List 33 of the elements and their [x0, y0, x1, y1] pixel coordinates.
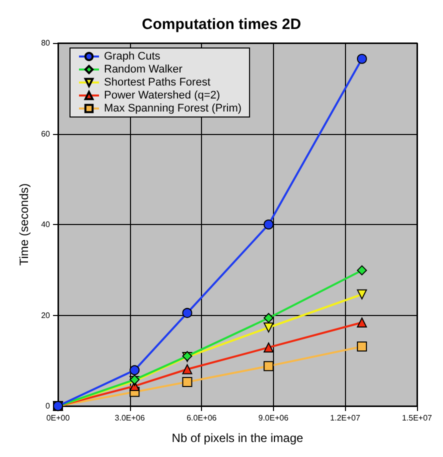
y-tick-label: 40: [41, 220, 51, 229]
x-tick-label: 1.5E+07: [402, 414, 433, 422]
y-axis-title: Time (seconds): [17, 183, 31, 266]
x-tick-label: 9.0E+06: [258, 414, 289, 422]
y-tick-label: 80: [41, 38, 51, 48]
point: [264, 220, 274, 230]
x-tick-label: 0E+00: [46, 414, 70, 422]
y-tick-label: 20: [41, 310, 51, 320]
point: [356, 342, 367, 352]
point: [264, 342, 274, 352]
legend-label: Random Walker: [104, 64, 183, 76]
y-tick-label: 0: [46, 402, 51, 410]
point: [130, 365, 140, 376]
legend-label: Max Spanning Forest (Prim): [104, 102, 242, 114]
x-tick-label: 3.0E+06: [114, 414, 146, 422]
legend-label: Graph Cuts: [104, 50, 161, 62]
point: [356, 289, 367, 300]
point: [182, 308, 192, 318]
point: [356, 54, 367, 64]
point: [356, 318, 367, 328]
point: [264, 322, 274, 332]
x-axis-title: Nb of pixels in the image: [172, 431, 304, 445]
x-tick-label: 1.2E+07: [330, 414, 361, 422]
point: [182, 364, 192, 374]
y-tick-label: 60: [41, 129, 51, 138]
point: [356, 265, 367, 276]
legend-label: Shortest Paths Forest: [104, 76, 210, 88]
legend-label: Power Watershed (q=2): [104, 90, 220, 102]
point: [264, 312, 274, 323]
chart-title: Computation times 2D: [142, 16, 302, 33]
point: [264, 361, 274, 372]
point: [182, 376, 192, 387]
x-tick-label: 6.0E+06: [186, 414, 218, 422]
